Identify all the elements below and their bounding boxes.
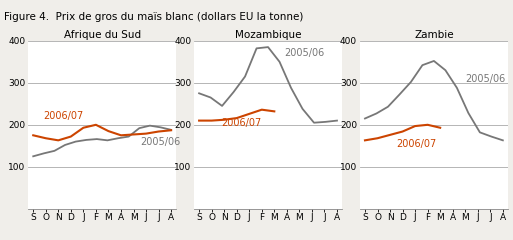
- Text: 2005/06: 2005/06: [465, 74, 505, 84]
- Title: Mozambique: Mozambique: [235, 30, 301, 40]
- Text: Figure 4.  Prix de gros du maïs blanc (dollars EU la tonne): Figure 4. Prix de gros du maïs blanc (do…: [4, 12, 304, 22]
- Text: 2005/06: 2005/06: [284, 48, 325, 59]
- Text: 2005/06: 2005/06: [140, 137, 180, 147]
- Text: 2006/07: 2006/07: [43, 111, 84, 120]
- Title: Afrique du Sud: Afrique du Sud: [64, 30, 141, 40]
- Text: 2006/07: 2006/07: [397, 139, 437, 149]
- Text: 2006/07: 2006/07: [222, 118, 262, 128]
- Title: Zambie: Zambie: [414, 30, 453, 40]
